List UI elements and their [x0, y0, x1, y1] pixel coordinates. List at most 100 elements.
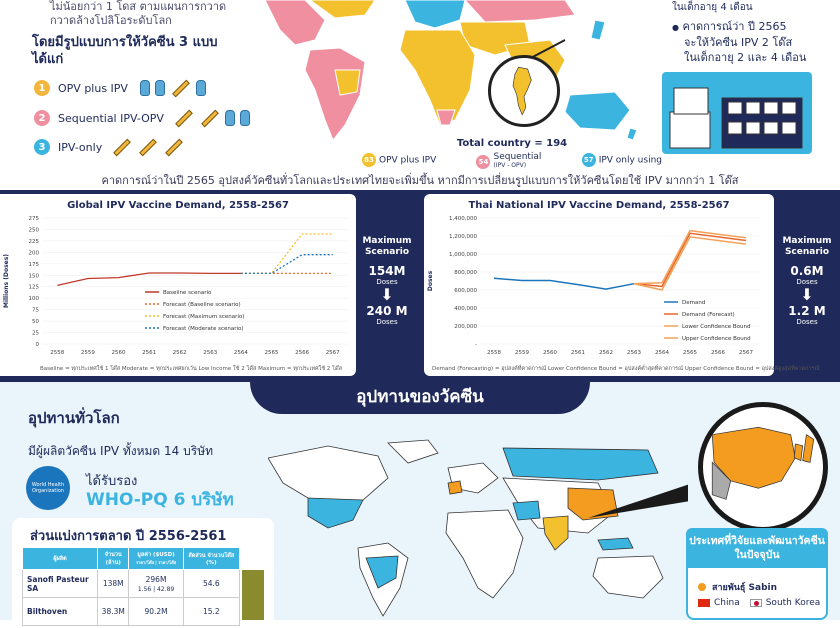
map-region [590, 19, 606, 41]
global-max-scenario: Maximum Scenario 154M Doses ⬇ 240 M Dose… [358, 236, 416, 326]
scenario-unit: Doses [796, 278, 818, 286]
table-header: มูลค่า ($USD) ราคา/โด๊ส | ราคา/โด๊ส [128, 547, 184, 570]
scheme-item-opv-plus-ipv: 1 OPV plus IPV [34, 78, 206, 98]
manufacturer-count: มีผู้ผลิตวัคซีน IPV ทั้งหมด 14 บริษัท [28, 444, 214, 458]
x-tick-label: 2565 [265, 350, 279, 356]
map-legend: Total country = 194 83 OPV plus IPV 54 Seq… [362, 138, 662, 170]
y-tick-label: 75 [32, 308, 39, 314]
world-map-manufacturers [268, 439, 688, 617]
syringe-icon [201, 109, 219, 127]
vaccine-boxes-illustration [662, 72, 812, 154]
thailand-forecast-note: ในเด็กอายุ 4 เดือน ● คาดการณ์ว่า ปี 2565… [672, 2, 832, 65]
syringe-icon [165, 138, 184, 156]
y-tick-label: 100 [29, 296, 40, 302]
amount-cell: 38.3M [97, 597, 130, 626]
thailand-map-icon [512, 66, 532, 116]
x-tick-label: 2561 [571, 350, 585, 356]
series-line [633, 229, 747, 285]
legend-label: Forecast (Maximum scenario) [163, 314, 244, 320]
x-tick-label: 2559 [81, 350, 95, 356]
y-tick-label: 1,000,000 [449, 252, 477, 258]
x-tick-label: 2560 [543, 350, 557, 356]
table-row: Sanofi Pasteur SA 138M 296M 1.56 | 42.89 … [21, 569, 241, 598]
scenario-to: 1.2 M [788, 304, 826, 318]
scheme-number: 3 [34, 139, 50, 155]
y-tick-label: 400,000 [454, 306, 477, 312]
market-share-title: ส่วนแบ่งการตลาด ปี 2556-2561 [30, 529, 227, 544]
note-line: คาดการณ์ว่า ปี 2565 [682, 20, 787, 33]
table-row: Bilthoven 38.3M 90.2M 15.2 [21, 597, 241, 626]
intro-line: ไม่น้อยกว่า 1 โดส ตามแผนการกวาด [50, 0, 227, 13]
y-tick-label: 800,000 [454, 270, 477, 276]
map-region [309, 0, 376, 19]
series-line [240, 233, 333, 275]
share-cell: 15.2 [182, 597, 241, 626]
x-tick-label: 2562 [599, 350, 613, 356]
x-tick-label: 2563 [627, 350, 641, 356]
series-line [493, 277, 635, 290]
who-pq-count: WHO-PQ 6 บริษัท [86, 490, 234, 510]
vial-icon [139, 80, 150, 96]
value-cell: 90.2M [128, 597, 184, 626]
syringe-icon [139, 138, 158, 156]
y-tick-label: 200,000 [454, 324, 477, 330]
map-region [404, 0, 466, 29]
x-tick-label: 2565 [683, 350, 697, 356]
market-share-bar [242, 570, 264, 620]
intro-text: ไม่น้อยกว่า 1 โดส ตามแผนการกวาด กวาดล้าง… [50, 0, 250, 28]
thai-chart-title: Thai National IPV Vaccine Demand, 2558-2… [468, 200, 730, 211]
syringe-icon [113, 138, 132, 156]
y-tick-label: 275 [29, 216, 40, 222]
y-tick-label: 200 [29, 250, 40, 256]
global-chart-footnote: Baseline = ทุกประเทศใช้ 1 โด๊ส Moderate … [40, 366, 342, 372]
who-logo: World Health Organization [26, 466, 70, 510]
arrow-down-icon: ⬇ [800, 285, 814, 304]
demand-caption: คาดการณ์ว่าในปี 2565 อุปสงค์วัคซีนทั่วโล… [101, 174, 739, 187]
y-tick-label: 600,000 [454, 288, 477, 294]
rd-country-list: China South Korea [698, 598, 820, 608]
intro-line: กวาดล้างโปลิโอระดับโลก [50, 14, 172, 27]
value-cell: 296M 1.56 | 42.89 [128, 569, 184, 598]
thai-max-scenario: Maximum Scenario 0.6M Doses ⬇ 1.2 M Dose… [778, 236, 836, 326]
scheme-item-ipv-only: 3 IPV-only [34, 137, 184, 157]
scheme-title: โดยมีรูปแบบการให้วัคซีน 3 แบบ ได้แก่ [32, 35, 218, 67]
scheme-label: Sequential IPV-OPV [58, 111, 164, 125]
series-line [240, 254, 333, 275]
scenario-unit: Doses [796, 318, 818, 326]
syringe-icon [172, 79, 190, 97]
y-tick-label: 1,400,000 [449, 216, 477, 222]
scenario-from: 0.6M [790, 264, 824, 278]
south-korea-flag-icon [749, 599, 762, 607]
company-cell: Bilthoven [21, 597, 99, 626]
series-line [633, 236, 747, 291]
scheme-label: OPV plus IPV [58, 81, 128, 95]
y-tick-label: 150 [29, 273, 40, 279]
y-tick-label: - [475, 342, 477, 348]
map-region [307, 497, 364, 529]
note-line: ในเด็กอายุ 2 และ 4 เดือน [684, 51, 807, 64]
certified-label: ได้รับรอง [86, 474, 138, 489]
note-line: ในเด็กอายุ 4 เดือน [672, 2, 753, 13]
y-tick-label: 250 [29, 227, 40, 233]
map-region [512, 500, 541, 521]
scheme-number: 2 [34, 110, 50, 126]
map-region [436, 109, 456, 126]
arrow-down-icon: ⬇ [380, 285, 394, 304]
x-tick-label: 2560 [112, 350, 126, 356]
x-tick-label: 2558 [50, 350, 64, 356]
x-tick-label: 2567 [739, 350, 753, 356]
table-header: สัดส่วน จำนวนโด๊ส (%) [182, 547, 241, 570]
legend-label: Demand [682, 300, 705, 306]
x-tick-label: 2561 [142, 350, 156, 356]
map-region [445, 509, 524, 599]
scenario-unit: Doses [376, 318, 398, 326]
east-asia-map-icon [711, 426, 815, 500]
company-cell: Sanofi Pasteur SA [21, 569, 99, 598]
x-tick-label: 2558 [487, 350, 501, 356]
map-legend-item: 57 IPV only using [581, 153, 662, 170]
map-region [626, 127, 638, 141]
market-share-table: ผู้ผลิต จำนวน (ล้าน) มูลค่า ($USD) ราคา/โ… [21, 547, 241, 626]
scenario-unit: Doses [376, 278, 398, 286]
map-region [592, 555, 664, 599]
x-tick-label: 2567 [326, 350, 340, 356]
